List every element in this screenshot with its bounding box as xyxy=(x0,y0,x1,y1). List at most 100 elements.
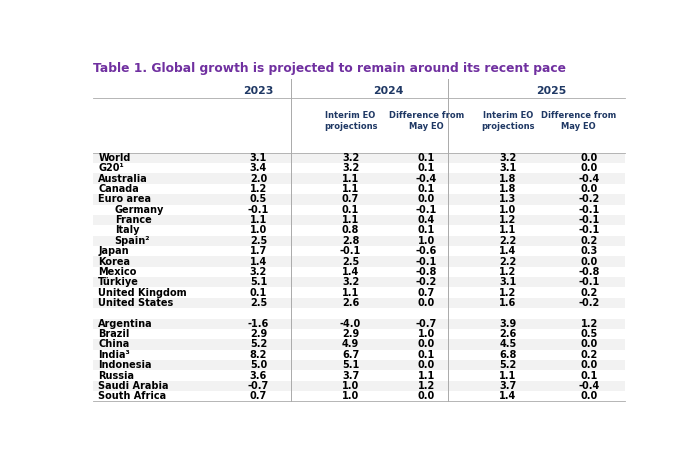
Text: 3.2: 3.2 xyxy=(342,153,359,163)
Text: Russia: Russia xyxy=(98,370,134,380)
Text: 3.1: 3.1 xyxy=(499,277,517,287)
Text: 3.6: 3.6 xyxy=(250,370,267,380)
Text: 1.0: 1.0 xyxy=(342,381,359,391)
Text: -0.2: -0.2 xyxy=(579,298,600,308)
Text: Mexico: Mexico xyxy=(98,267,136,277)
Text: 1.4: 1.4 xyxy=(499,391,517,401)
Text: 1.2: 1.2 xyxy=(250,184,267,194)
Text: 2.5: 2.5 xyxy=(250,298,267,308)
Text: -0.1: -0.1 xyxy=(579,205,600,215)
Text: 1.1: 1.1 xyxy=(342,215,359,225)
Text: 3.2: 3.2 xyxy=(342,277,359,287)
Bar xyxy=(93,360,624,370)
Bar xyxy=(93,173,624,184)
Text: 4.9: 4.9 xyxy=(342,339,359,349)
Text: 2.2: 2.2 xyxy=(499,236,517,246)
Text: India³: India³ xyxy=(98,350,130,360)
Text: Brazil: Brazil xyxy=(98,329,130,339)
Text: South Africa: South Africa xyxy=(98,391,167,401)
Bar xyxy=(93,256,624,267)
Text: 0.2: 0.2 xyxy=(581,236,598,246)
Text: -0.8: -0.8 xyxy=(416,267,438,277)
Text: -0.1: -0.1 xyxy=(248,205,269,215)
Text: 2023: 2023 xyxy=(243,86,274,96)
Text: -0.7: -0.7 xyxy=(416,318,438,329)
Text: 1.2: 1.2 xyxy=(581,318,598,329)
Text: -0.1: -0.1 xyxy=(340,246,361,256)
Text: Türkiye: Türkiye xyxy=(98,277,139,287)
Text: 1.3: 1.3 xyxy=(499,194,517,204)
Text: 0.0: 0.0 xyxy=(581,184,598,194)
Text: Italy: Italy xyxy=(115,225,139,235)
Text: 0.0: 0.0 xyxy=(581,339,598,349)
Text: 0.4: 0.4 xyxy=(418,215,435,225)
Text: 3.7: 3.7 xyxy=(499,381,517,391)
Text: 3.7: 3.7 xyxy=(342,370,359,380)
Text: Saudi Arabia: Saudi Arabia xyxy=(98,381,169,391)
Text: 1.8: 1.8 xyxy=(499,184,517,194)
Text: 0.7: 0.7 xyxy=(418,288,435,298)
Text: Korea: Korea xyxy=(98,257,130,267)
Text: Difference from
May EO: Difference from May EO xyxy=(389,111,464,131)
Text: -0.1: -0.1 xyxy=(416,205,438,215)
Text: 3.2: 3.2 xyxy=(342,163,359,173)
Text: Interim EO
projections: Interim EO projections xyxy=(481,111,535,131)
Text: 3.2: 3.2 xyxy=(499,153,517,163)
Text: Indonesia: Indonesia xyxy=(98,360,152,370)
Text: -0.6: -0.6 xyxy=(416,246,438,256)
Text: 1.1: 1.1 xyxy=(250,215,267,225)
Text: 1.1: 1.1 xyxy=(418,370,435,380)
Text: 0.0: 0.0 xyxy=(418,391,435,401)
Text: -0.8: -0.8 xyxy=(579,267,600,277)
Text: 0.1: 0.1 xyxy=(250,288,267,298)
Text: 0.0: 0.0 xyxy=(581,163,598,173)
Text: 5.0: 5.0 xyxy=(250,360,267,370)
Text: -0.1: -0.1 xyxy=(579,277,600,287)
Text: 6.8: 6.8 xyxy=(499,350,517,360)
Text: 1.7: 1.7 xyxy=(250,246,267,256)
Text: -0.4: -0.4 xyxy=(579,174,600,184)
Text: 3.2: 3.2 xyxy=(250,267,267,277)
Text: United Kingdom: United Kingdom xyxy=(98,288,187,298)
Bar xyxy=(93,194,624,204)
Text: 0.0: 0.0 xyxy=(581,391,598,401)
Bar xyxy=(93,153,624,163)
Text: Australia: Australia xyxy=(98,174,148,184)
Text: -0.7: -0.7 xyxy=(248,381,269,391)
Text: 1.0: 1.0 xyxy=(342,391,359,401)
Text: 3.1: 3.1 xyxy=(499,163,517,173)
Text: 0.0: 0.0 xyxy=(581,257,598,267)
Text: -4.0: -4.0 xyxy=(340,318,361,329)
Text: 0.5: 0.5 xyxy=(581,329,598,339)
Text: 2.6: 2.6 xyxy=(342,298,359,308)
Text: Spain²: Spain² xyxy=(115,236,150,246)
Text: 2024: 2024 xyxy=(373,86,404,96)
Bar xyxy=(93,318,624,329)
Bar xyxy=(93,381,624,391)
Text: 8.2: 8.2 xyxy=(250,350,267,360)
Text: -0.1: -0.1 xyxy=(579,225,600,235)
Text: 2.5: 2.5 xyxy=(342,257,359,267)
Text: -0.4: -0.4 xyxy=(579,381,600,391)
Bar xyxy=(93,215,624,225)
Text: 0.2: 0.2 xyxy=(581,288,598,298)
Text: 4.5: 4.5 xyxy=(499,339,517,349)
Text: 2.9: 2.9 xyxy=(342,329,359,339)
Text: 5.1: 5.1 xyxy=(342,360,359,370)
Text: China: China xyxy=(98,339,130,349)
Text: -0.1: -0.1 xyxy=(579,215,600,225)
Text: 1.6: 1.6 xyxy=(499,298,517,308)
Text: 0.1: 0.1 xyxy=(418,153,435,163)
Text: G20¹: G20¹ xyxy=(98,163,124,173)
Text: Germany: Germany xyxy=(115,205,164,215)
Text: 1.2: 1.2 xyxy=(418,381,435,391)
Text: -0.2: -0.2 xyxy=(579,194,600,204)
Text: France: France xyxy=(115,215,151,225)
Text: 1.0: 1.0 xyxy=(250,225,267,235)
Text: 1.4: 1.4 xyxy=(250,257,267,267)
Text: 2.5: 2.5 xyxy=(250,236,267,246)
Text: 1.1: 1.1 xyxy=(342,184,359,194)
Text: 0.1: 0.1 xyxy=(418,225,435,235)
Text: Interim EO
projections: Interim EO projections xyxy=(324,111,377,131)
Text: 2.9: 2.9 xyxy=(250,329,267,339)
